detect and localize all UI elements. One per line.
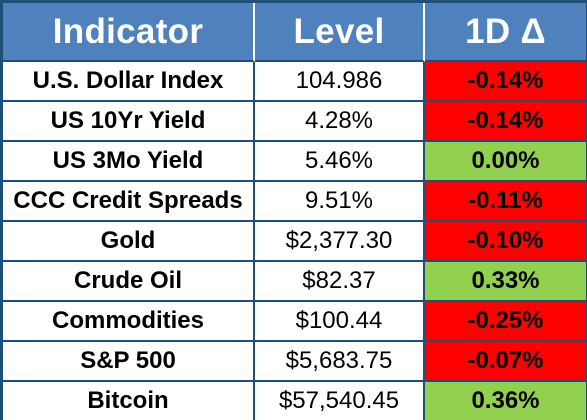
indicator-level: $82.37 [255, 262, 425, 302]
table-row: US 10Yr Yield 4.28% -0.14% [3, 102, 586, 142]
table-row: Crude Oil $82.37 0.33% [3, 262, 586, 302]
indicator-change: -0.10% [425, 222, 586, 262]
indicator-name: S&P 500 [3, 342, 255, 382]
indicator-name: Bitcoin [3, 382, 255, 420]
indicator-table: Indicator Level 1D Δ U.S. Dollar Index 1… [3, 3, 586, 420]
indicator-level: $57,540.45 [255, 382, 425, 420]
table-row: US 3Mo Yield 5.46% 0.00% [3, 142, 586, 182]
indicator-change: -0.25% [425, 302, 586, 342]
indicator-change: 0.00% [425, 142, 586, 182]
indicator-change: -0.14% [425, 62, 586, 102]
indicator-level: 5.46% [255, 142, 425, 182]
indicator-name: Commodities [3, 302, 255, 342]
indicator-name: US 3Mo Yield [3, 142, 255, 182]
table-row: S&P 500 $5,683.75 -0.07% [3, 342, 586, 382]
indicator-level: 9.51% [255, 182, 425, 222]
indicator-change: -0.07% [425, 342, 586, 382]
header-row: Indicator Level 1D Δ [3, 3, 586, 62]
indicator-change: -0.14% [425, 102, 586, 142]
indicator-level: 4.28% [255, 102, 425, 142]
indicator-name: CCC Credit Spreads [3, 182, 255, 222]
header-1d-change: 1D Δ [425, 3, 586, 62]
table-row: Bitcoin $57,540.45 0.36% [3, 382, 586, 420]
indicator-change: -0.11% [425, 182, 586, 222]
indicator-name: Gold [3, 222, 255, 262]
table-row: Gold $2,377.30 -0.10% [3, 222, 586, 262]
header-level: Level [255, 3, 425, 62]
table-row: U.S. Dollar Index 104.986 -0.14% [3, 62, 586, 102]
header-indicator: Indicator [3, 3, 255, 62]
indicator-level: $100.44 [255, 302, 425, 342]
indicator-name: Crude Oil [3, 262, 255, 302]
indicator-change: 0.33% [425, 262, 586, 302]
indicator-name: US 10Yr Yield [3, 102, 255, 142]
indicator-level: $5,683.75 [255, 342, 425, 382]
indicator-name: U.S. Dollar Index [3, 62, 255, 102]
table-row: Commodities $100.44 -0.25% [3, 302, 586, 342]
table-row: CCC Credit Spreads 9.51% -0.11% [3, 182, 586, 222]
indicator-level: 104.986 [255, 62, 425, 102]
indicator-change: 0.36% [425, 382, 586, 420]
indicator-level: $2,377.30 [255, 222, 425, 262]
